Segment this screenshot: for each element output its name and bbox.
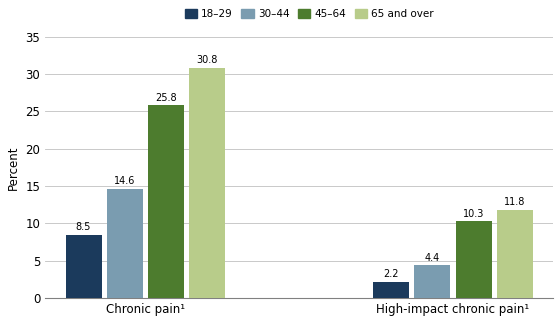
Text: 11.8: 11.8 [504, 197, 525, 207]
Text: 10.3: 10.3 [463, 209, 484, 219]
Text: 8.5: 8.5 [76, 222, 91, 232]
Bar [373, 282, 409, 298]
Bar [414, 265, 450, 298]
Bar [189, 68, 225, 298]
Legend: 18–29, 30–44, 45–64, 65 and over: 18–29, 30–44, 45–64, 65 and over [180, 5, 438, 24]
Text: 14.6: 14.6 [114, 176, 136, 186]
Text: 25.8: 25.8 [155, 93, 177, 103]
Y-axis label: Percent: Percent [7, 145, 20, 190]
Bar [497, 210, 533, 298]
Text: 2.2: 2.2 [384, 269, 399, 279]
Bar [148, 105, 184, 298]
Bar [455, 221, 492, 298]
Text: 4.4: 4.4 [424, 253, 440, 263]
Bar [66, 234, 101, 298]
Text: 30.8: 30.8 [197, 55, 218, 65]
Bar [107, 189, 143, 298]
